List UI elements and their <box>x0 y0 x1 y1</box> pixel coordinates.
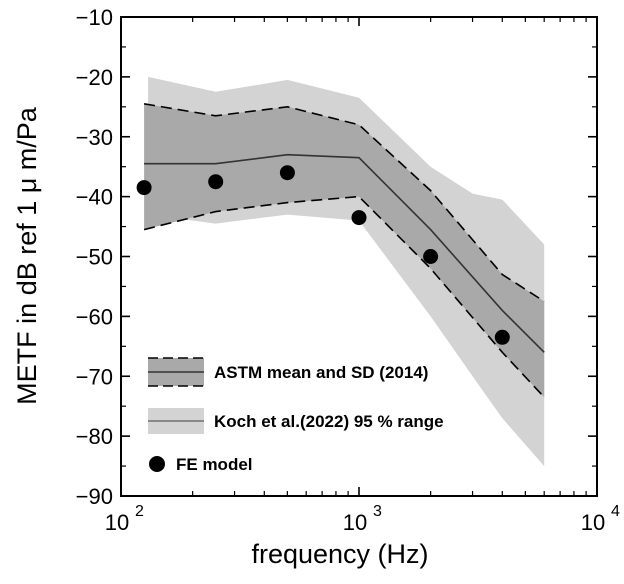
fe-model-point <box>279 165 295 181</box>
y-tick-label: −80 <box>76 424 113 449</box>
y-tick-label: −60 <box>76 304 113 329</box>
fe-model-point <box>494 329 510 345</box>
y-axis-title: METF in dB ref 1 μ m/Pa <box>12 106 42 405</box>
legend-fe-label: FE model <box>176 455 253 474</box>
astm-sd-band <box>144 103 545 398</box>
fe-model-point <box>351 210 367 226</box>
x-tick-label: 10 <box>105 510 129 535</box>
x-tick-exponent: 4 <box>611 503 620 520</box>
astm-upper-sd-line <box>143 103 545 303</box>
legend-fe-marker <box>149 456 165 472</box>
fe-model-point <box>208 174 224 190</box>
x-tick-label: 10 <box>581 510 605 535</box>
y-tick-label: −70 <box>76 364 113 389</box>
astm-mean-line <box>144 153 545 353</box>
y-tick-label: −90 <box>76 484 113 509</box>
x-axis-title: frequency (Hz) <box>251 539 428 569</box>
y-tick-label: −10 <box>76 5 113 30</box>
y-tick-label: −40 <box>76 185 113 210</box>
legend-koch-label: Koch et al.(2022) 95 % range <box>214 412 444 431</box>
y-tick-label: −50 <box>76 245 113 270</box>
fe-model-point <box>136 180 152 196</box>
x-tick-label: 10 <box>343 510 367 535</box>
x-tick-exponent: 3 <box>373 503 382 520</box>
legend-astm-label: ASTM mean and SD (2014) <box>214 363 428 382</box>
x-tick-exponent: 2 <box>135 503 144 520</box>
astm-lower-sd-line <box>143 195 545 398</box>
legend: ASTM mean and SD (2014) Koch et al.(2022… <box>148 357 444 474</box>
fe-model-point <box>423 249 439 264</box>
y-tick-label: −20 <box>76 65 113 90</box>
plot-area <box>136 76 545 467</box>
y-tick-label: −30 <box>76 125 113 150</box>
